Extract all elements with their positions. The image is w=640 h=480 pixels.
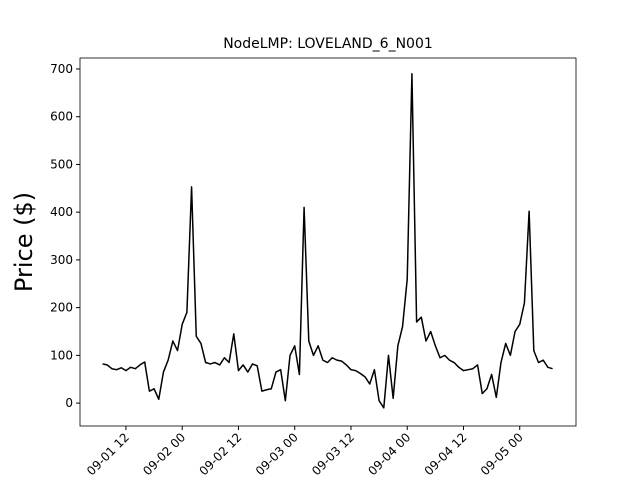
chart-title: NodeLMP: LOVELAND_6_N001 — [223, 36, 433, 52]
x-tick-label: 09-01 12 — [84, 430, 132, 478]
y-tick-label: 500 — [50, 157, 73, 171]
y-tick-label: 200 — [50, 301, 73, 315]
y-tick-label: 600 — [50, 110, 73, 124]
x-tick-label: 09-04 00 — [365, 430, 413, 478]
y-tick-label: 0 — [65, 396, 73, 410]
y-tick-label: 100 — [50, 348, 73, 362]
x-tick-label: 09-04 12 — [422, 430, 470, 478]
y-tick-label: 400 — [50, 205, 73, 219]
plot-frame — [79, 57, 577, 427]
y-tick-label: 700 — [50, 62, 73, 76]
x-tick-label: 09-03 00 — [253, 430, 301, 478]
x-tick-label: 09-05 00 — [478, 430, 526, 478]
price-line — [102, 73, 553, 409]
y-axis-label: Price ($) — [10, 192, 38, 292]
x-tick-label: 09-02 00 — [140, 430, 188, 478]
x-tick-label: 09-03 12 — [309, 430, 357, 478]
x-tick-label: 09-02 12 — [197, 430, 245, 478]
y-tick-label: 300 — [50, 253, 73, 267]
